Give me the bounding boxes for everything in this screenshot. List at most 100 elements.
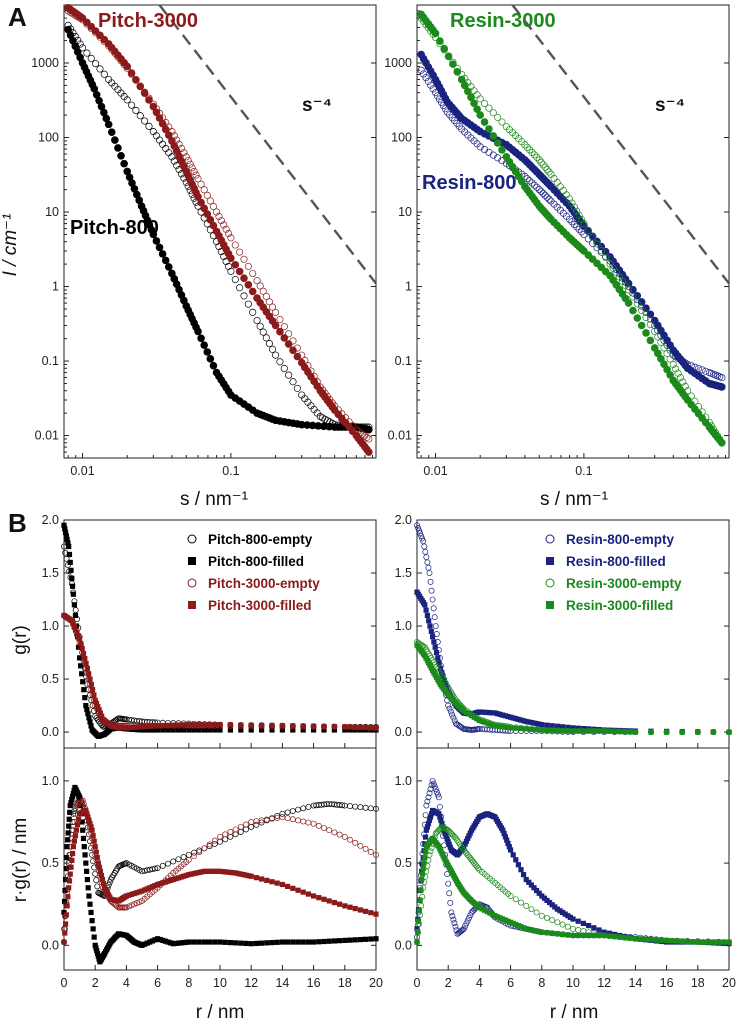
y-tick-label: 100 bbox=[391, 131, 412, 145]
data-point bbox=[606, 933, 612, 939]
data-point bbox=[475, 865, 482, 871]
data-point bbox=[421, 860, 427, 866]
axes-A-left: 0.01 0.1 1 10 100 1000 0.01 0.1 bbox=[31, 4, 377, 478]
data-point bbox=[510, 852, 516, 858]
data-point bbox=[107, 128, 116, 137]
data-point bbox=[363, 908, 369, 914]
data-point bbox=[89, 918, 95, 924]
data-point bbox=[285, 330, 293, 338]
y-tick-label: 10 bbox=[45, 205, 59, 219]
data-point bbox=[194, 193, 202, 201]
data-point bbox=[259, 876, 265, 882]
data-point bbox=[446, 705, 453, 712]
data-point bbox=[434, 791, 441, 798]
data-point bbox=[173, 161, 181, 169]
data-point bbox=[467, 912, 474, 919]
data-point bbox=[373, 805, 379, 812]
data-point bbox=[82, 655, 88, 662]
data-point bbox=[362, 804, 369, 811]
data-point bbox=[429, 777, 436, 784]
data-point bbox=[432, 830, 439, 837]
data-point bbox=[363, 724, 369, 731]
legend-label: Resin-800-filled bbox=[566, 554, 666, 569]
data-point bbox=[160, 937, 166, 943]
series-resin-3000-filled bbox=[414, 835, 732, 945]
panel-label-a: A bbox=[8, 2, 27, 32]
data-point bbox=[543, 193, 551, 201]
x-tick-label: 16 bbox=[660, 976, 674, 990]
data-point bbox=[197, 334, 205, 343]
data-point bbox=[227, 267, 235, 275]
data-point bbox=[589, 233, 597, 241]
data-point bbox=[436, 37, 444, 45]
data-point bbox=[570, 916, 576, 922]
data-point bbox=[347, 904, 353, 910]
data-point bbox=[68, 864, 74, 870]
data-point bbox=[430, 780, 437, 787]
data-point bbox=[284, 809, 291, 816]
data-point bbox=[426, 851, 433, 858]
data-point bbox=[269, 939, 275, 946]
data-point bbox=[300, 723, 306, 729]
data-point bbox=[632, 729, 638, 735]
data-point bbox=[530, 181, 539, 189]
data-point bbox=[674, 938, 680, 944]
data-point bbox=[284, 815, 291, 822]
data-point bbox=[170, 727, 176, 733]
data-point bbox=[120, 159, 128, 168]
data-point bbox=[460, 925, 467, 932]
data-point bbox=[300, 727, 306, 733]
data-point bbox=[559, 921, 566, 928]
data-point bbox=[433, 631, 440, 637]
data-point bbox=[280, 364, 288, 372]
data-point bbox=[276, 315, 284, 324]
data-point bbox=[526, 146, 534, 154]
data-point bbox=[424, 612, 430, 619]
data-point bbox=[573, 207, 581, 215]
data-point bbox=[513, 857, 519, 863]
data-point bbox=[314, 422, 322, 430]
data-point bbox=[173, 940, 179, 947]
data-point bbox=[79, 819, 85, 825]
data-point bbox=[422, 834, 429, 840]
data-point bbox=[617, 728, 623, 735]
data-point bbox=[69, 583, 76, 589]
data-point bbox=[71, 624, 77, 630]
data-point bbox=[160, 727, 166, 733]
data-point bbox=[165, 722, 171, 728]
data-point bbox=[518, 867, 524, 873]
data-point bbox=[368, 725, 374, 731]
data-point bbox=[562, 191, 571, 199]
data-point bbox=[285, 883, 291, 890]
data-point bbox=[570, 220, 578, 228]
series-label: Resin-800 bbox=[422, 172, 517, 194]
data-point bbox=[441, 677, 447, 683]
y-tick-label: 0.5 bbox=[42, 672, 59, 686]
legend-label: Pitch-800-empty bbox=[208, 532, 313, 547]
data-point bbox=[513, 725, 519, 731]
data-point bbox=[638, 307, 646, 315]
data-point bbox=[227, 254, 235, 263]
data-point bbox=[417, 897, 423, 903]
data-point bbox=[523, 143, 531, 151]
data-point bbox=[365, 425, 373, 434]
data-point bbox=[718, 383, 726, 391]
x-tick-label: 8 bbox=[538, 976, 545, 990]
data-point bbox=[81, 844, 87, 850]
data-point bbox=[133, 900, 140, 907]
data-point bbox=[243, 826, 249, 833]
data-point bbox=[464, 87, 472, 96]
data-point bbox=[684, 938, 690, 945]
data-point bbox=[422, 602, 428, 608]
data-point bbox=[86, 893, 92, 899]
data-point bbox=[565, 724, 571, 730]
data-point bbox=[186, 722, 192, 728]
data-point bbox=[63, 555, 70, 562]
data-point bbox=[357, 804, 364, 811]
data-point bbox=[61, 939, 67, 945]
data-point bbox=[186, 872, 192, 878]
data-point bbox=[84, 707, 90, 713]
data-point bbox=[575, 728, 581, 734]
data-point bbox=[238, 871, 244, 877]
data-point bbox=[368, 936, 374, 942]
